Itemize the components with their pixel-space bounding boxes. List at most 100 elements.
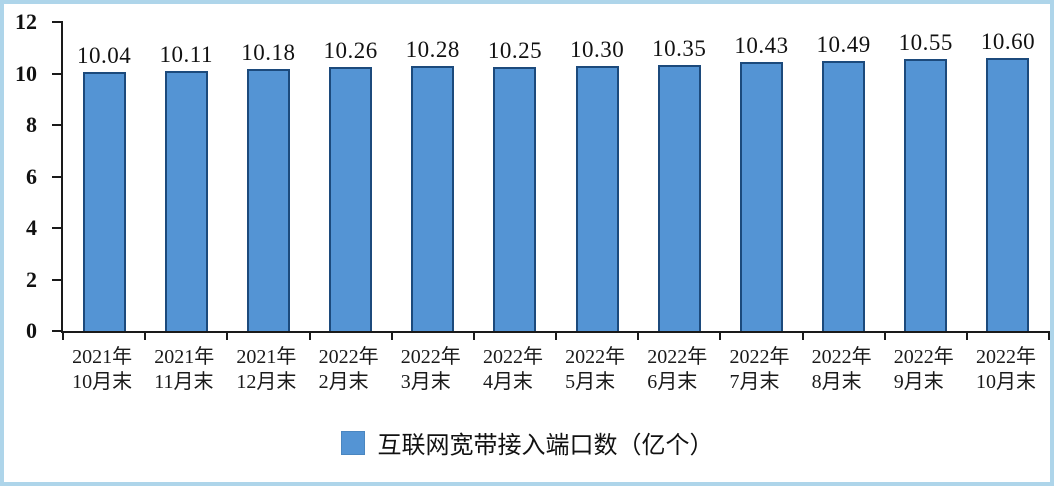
x-axis-category-label: 2022年 10月末 — [976, 345, 1036, 395]
y-axis-tick-label: 12 — [15, 9, 37, 34]
bar-value-label: 10.60 — [980, 29, 1036, 55]
x-axis-tick — [801, 331, 804, 340]
x-axis-label-column: 2022年 8月末 — [801, 345, 883, 395]
x-axis-label-line1: 2021年 — [72, 346, 133, 368]
x-axis-category-label: 2021年 10月末 — [72, 345, 132, 395]
x-axis-label-line1: 2022年 — [647, 346, 708, 368]
x-axis-label-column: 2022年 4月末 — [472, 345, 554, 395]
x-axis-tick — [226, 331, 229, 340]
x-axis-label-line1: 2022年 — [893, 346, 954, 368]
x-axis-label-line2: 8月末 — [811, 371, 862, 393]
x-axis-category-label: 2022年 3月末 — [401, 345, 461, 395]
bar — [329, 66, 373, 331]
legend: 互联网宽带接入端口数（亿个） — [4, 425, 1050, 460]
x-axis-label-line1: 2021年 — [236, 346, 297, 368]
bar-value-label: 10.04 — [76, 43, 132, 69]
bar — [822, 60, 866, 331]
bar — [82, 72, 126, 331]
bar-column: 10.11 — [145, 22, 227, 331]
bar — [493, 67, 537, 331]
y-axis-labels: 0 2 4 6 8 10 12 — [4, 9, 49, 343]
x-axis-category-label: 2022年 5月末 — [565, 345, 625, 395]
x-axis-label-column: 2022年 6月末 — [636, 345, 718, 395]
bar — [411, 66, 455, 331]
bar-column: 10.26 — [310, 22, 392, 331]
bar-column: 10.30 — [556, 22, 638, 331]
bar-column: 10.35 — [638, 22, 720, 331]
x-axis-tick — [883, 331, 886, 340]
x-axis-label-column: 2022年 10月末 — [965, 345, 1047, 395]
x-axis-label-line2: 10月末 — [72, 371, 133, 393]
bar — [739, 62, 783, 331]
x-axis-label-line1: 2022年 — [729, 346, 790, 368]
legend-swatch-icon — [340, 430, 365, 455]
x-axis-label-column: 2022年 9月末 — [883, 345, 965, 395]
bar — [575, 65, 619, 331]
bar-value-label: 10.25 — [487, 38, 543, 64]
x-axis-category-label: 2021年 12月末 — [236, 345, 296, 395]
y-axis-tick-label: 8 — [26, 112, 37, 137]
x-axis-tick — [390, 331, 393, 340]
x-axis-tick — [308, 331, 311, 340]
x-axis-label-column: 2021年 11月末 — [143, 345, 225, 395]
bar-column: 10.55 — [885, 22, 967, 331]
x-axis-label-line2: 12月末 — [236, 371, 297, 393]
y-axis-tick-label: 4 — [26, 215, 37, 240]
x-axis-label-line1: 2022年 — [400, 346, 461, 368]
bar-value-label: 10.43 — [734, 33, 789, 59]
x-axis-label-line2: 5月末 — [565, 371, 616, 393]
x-axis-label-line2: 3月末 — [400, 371, 451, 393]
x-axis-category-label: 2022年 9月末 — [894, 345, 954, 395]
bar-column: 10.25 — [474, 22, 556, 331]
x-axis-tick — [1048, 331, 1050, 340]
x-axis-label-column: 2022年 7月末 — [718, 345, 800, 395]
x-axis-label-column: 2022年 2月末 — [308, 345, 390, 395]
y-axis-tick-label: 0 — [26, 318, 37, 343]
bar-column: 10.60 — [967, 22, 1049, 331]
x-axis-label-column: 2021年 10月末 — [61, 345, 143, 395]
x-axis-label-line2: 2月末 — [318, 371, 369, 393]
bar — [904, 59, 948, 331]
x-axis-tick — [637, 331, 640, 340]
x-axis-category-label: 2022年 6月末 — [647, 345, 707, 395]
bar-value-label: 10.28 — [405, 37, 460, 63]
x-axis-label-line1: 2022年 — [975, 346, 1036, 368]
x-axis-tick — [719, 331, 722, 340]
x-axis-label-line2: 4月末 — [482, 371, 533, 393]
x-axis-tick — [965, 331, 968, 340]
y-axis-tick — [52, 330, 63, 332]
x-axis-tick — [62, 331, 64, 340]
x-axis-category-label: 2022年 8月末 — [812, 345, 872, 395]
bar-value-label: 10.18 — [241, 39, 296, 65]
x-axis-category-label: 2022年 4月末 — [483, 345, 543, 395]
plot-area: 10.04 10.11 10.18 10.26 10.28 10.25 10.30 10.35… — [52, 21, 1050, 340]
bar-value-label: 10.55 — [898, 30, 953, 56]
y-axis-tick — [52, 175, 63, 178]
x-axis-label-line1: 2022年 — [482, 346, 543, 368]
x-axis-category-label: 2022年 7月末 — [729, 345, 789, 395]
y-axis-tick — [52, 21, 63, 23]
bar-column: 10.28 — [392, 22, 474, 331]
x-axis-label-line2: 7月末 — [729, 371, 780, 393]
bar — [657, 64, 701, 331]
bar — [986, 58, 1030, 331]
bars-container: 10.04 10.11 10.18 10.26 10.28 10.25 10.30 10.35… — [63, 22, 1049, 331]
x-axis-label-line1: 2022年 — [811, 346, 872, 368]
y-axis-tick — [52, 124, 63, 127]
x-axis-labels: 2021年 10月末 2021年 11月末 2021年 12月末 2022年 2月末 2022年… — [61, 345, 1047, 395]
bar — [164, 70, 208, 331]
y-axis-tick — [52, 72, 63, 75]
y-axis-tick-label: 10 — [15, 60, 37, 86]
x-axis-tick — [555, 331, 557, 340]
bar-column: 10.43 — [720, 22, 802, 331]
x-axis-label-line1: 2021年 — [154, 346, 215, 368]
x-axis-tick — [144, 331, 147, 340]
bar-column: 10.18 — [227, 22, 309, 331]
bar-value-label: 10.11 — [159, 41, 213, 67]
x-axis-label-column: 2022年 5月末 — [554, 345, 636, 395]
bar-value-label: 10.49 — [816, 31, 871, 57]
bar — [246, 68, 290, 331]
x-axis-label-line1: 2022年 — [565, 346, 626, 368]
x-axis-label-column: 2022年 3月末 — [390, 345, 472, 395]
